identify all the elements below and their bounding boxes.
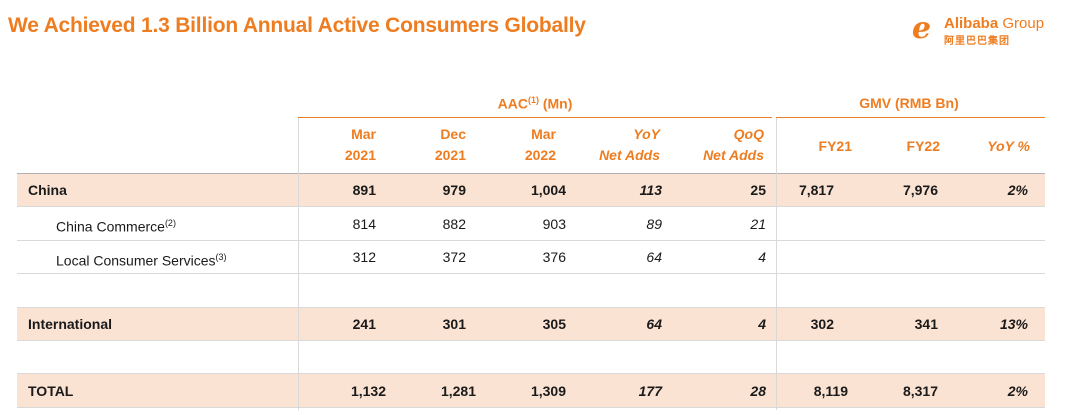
cell-intl-yoy: 64 (646, 316, 662, 332)
cell-china-yoy-pct: 2% (1007, 182, 1028, 198)
cell-intl-fy22: 341 (914, 316, 938, 332)
row-label-china-commerce: China Commerce(2) (56, 218, 176, 235)
cell-china-fy22: 7,976 (902, 182, 938, 198)
cell-intl-mar-2021: 241 (352, 316, 376, 332)
cell-lcs-mar-2022: 376 (542, 249, 566, 265)
row-bg-total (17, 373, 1045, 407)
alibaba-logo: e Alibaba Group 阿里巴巴集团 (912, 11, 1072, 48)
col-header-mar-2021: Mar 2021 (344, 126, 376, 163)
col-divider-left (298, 118, 299, 410)
cell-china-qoq: 25 (750, 182, 766, 198)
rule (17, 273, 1045, 274)
cell-commerce-qoq: 21 (750, 216, 766, 232)
cell-china-yoy: 113 (639, 182, 662, 198)
cell-intl-yoy-pct: 13% (999, 316, 1028, 332)
row-label-local-consumer-services: Local Consumer Services(3) (56, 252, 227, 269)
gmv-group-header: GMV (RMB Bn) (859, 95, 959, 111)
rule (17, 373, 1045, 374)
row-label-international: International (28, 316, 113, 332)
rule (17, 307, 1045, 308)
col-divider-gmv (776, 118, 777, 410)
cell-total-qoq: 28 (750, 383, 766, 399)
cell-china-mar-2021: 891 (352, 182, 376, 198)
logo-brand-cn: 阿里巴巴集团 (944, 36, 1010, 47)
cell-total-fy22: 8,317 (902, 383, 938, 399)
row-label-total: TOTAL (28, 383, 74, 399)
rule (17, 407, 1045, 408)
col-header-mar-2022: Mar 2022 (524, 126, 556, 163)
cell-commerce-mar-2021: 814 (352, 216, 376, 232)
cell-total-yoy: 177 (638, 383, 662, 399)
col-header-dec-2021: Dec 2021 (434, 126, 466, 163)
rule (17, 240, 1045, 241)
cell-intl-mar-2022: 305 (542, 316, 566, 332)
cell-total-dec-2021: 1,281 (440, 383, 476, 399)
cell-commerce-yoy: 89 (646, 216, 662, 232)
cell-lcs-yoy: 64 (646, 249, 662, 265)
cell-total-mar-2022: 1,309 (530, 383, 566, 399)
cell-lcs-dec-2021: 372 (442, 249, 466, 265)
row-bg-china (17, 173, 1045, 206)
cell-intl-qoq: 4 (758, 316, 766, 332)
col-header-fy22: FY22 (906, 138, 940, 154)
cell-intl-fy21: 302 (810, 316, 834, 332)
cell-commerce-mar-2022: 903 (542, 216, 566, 232)
rule (17, 206, 1045, 207)
cell-intl-dec-2021: 301 (442, 316, 466, 332)
row-label-china: China (28, 182, 67, 198)
cell-total-yoy-pct: 2% (1007, 383, 1028, 399)
cell-total-fy21: 8,119 (813, 383, 848, 399)
cell-lcs-mar-2021: 312 (352, 249, 376, 265)
cell-total-mar-2021: 1,132 (350, 383, 386, 399)
aac-group-header: AAC(1) (Mn) (497, 95, 573, 112)
gmv-group-underline (776, 117, 1045, 118)
cell-china-dec-2021: 979 (442, 182, 466, 198)
cell-china-mar-2022: 1,004 (530, 182, 566, 198)
page-title: We Achieved 1.3 Billion Annual Active Co… (8, 14, 586, 37)
cell-china-fy21: 7,817 (798, 182, 834, 198)
logo-brand: Alibaba Group (944, 15, 1045, 32)
col-header-yoy-pct: YoY % (987, 138, 1030, 154)
cell-commerce-dec-2021: 882 (442, 216, 466, 232)
aac-group-underline (298, 117, 772, 118)
col-header-yoy-net-adds: YoY Net Adds (599, 126, 660, 163)
col-header-qoq-net-adds: QoQ Net Adds (703, 126, 764, 163)
col-header-fy21: FY21 (818, 138, 852, 154)
rule (17, 340, 1045, 341)
cell-lcs-qoq: 4 (758, 249, 766, 265)
alibaba-logo-icon: e (912, 11, 932, 46)
row-bg-international (17, 307, 1045, 340)
rule-top (17, 173, 1045, 174)
